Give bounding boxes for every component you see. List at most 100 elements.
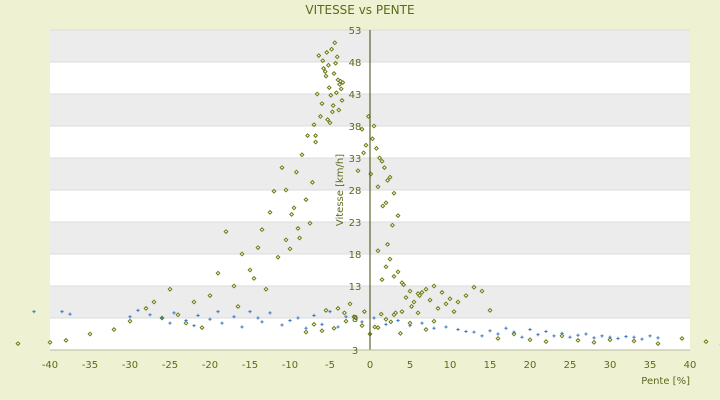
- data-point: [331, 71, 337, 77]
- data-point: [316, 53, 322, 59]
- data-point: [443, 301, 449, 307]
- data-point: [322, 69, 328, 75]
- data-point: [383, 316, 389, 322]
- data-point: [111, 327, 117, 333]
- data-point: [631, 338, 637, 344]
- data-point: [313, 133, 319, 139]
- data-point: [455, 299, 461, 305]
- data-point: [544, 329, 548, 334]
- axes: [50, 30, 690, 351]
- data-point: [325, 62, 331, 68]
- data-point: [314, 91, 320, 97]
- data-point: [527, 337, 533, 343]
- data-point: [151, 299, 157, 305]
- data-point: [372, 324, 378, 330]
- data-point: [136, 308, 140, 312]
- data-point: [329, 46, 335, 52]
- y-tick-label: 43: [349, 90, 362, 101]
- data-point: [411, 299, 417, 305]
- data-point: [383, 264, 389, 270]
- x-tick-labels: -40 -35 -30 -25 -20 -15 -10 -5 0 5 10 15 20 25 30 35 40: [42, 360, 697, 371]
- data-point: [299, 152, 305, 158]
- data-point: [239, 251, 245, 257]
- data-point: [330, 103, 336, 109]
- data-point: [543, 339, 549, 345]
- data-point: [303, 197, 309, 203]
- data-point: [191, 299, 197, 305]
- data-point: [87, 331, 93, 337]
- data-point: [320, 58, 326, 64]
- x-tick-label: 0: [367, 360, 373, 371]
- data-point: [15, 341, 21, 347]
- data-point: [640, 337, 644, 341]
- data-point: [333, 60, 339, 66]
- data-point: [289, 211, 295, 217]
- data-point: [336, 107, 342, 113]
- chart-title: VITESSE vs PENTE: [305, 3, 414, 17]
- data-point: [381, 165, 387, 171]
- data-point: [379, 158, 385, 164]
- data-point: [447, 296, 453, 302]
- x-tick-label: 30: [604, 360, 617, 371]
- data-point: [148, 313, 152, 317]
- y-tick-label: 48: [349, 58, 362, 69]
- data-point: [324, 49, 330, 55]
- x-tick-label: -25: [162, 360, 178, 371]
- y-tick-label: 3: [352, 346, 358, 357]
- data-point: [388, 319, 394, 325]
- data-point: [432, 326, 436, 330]
- data-point: [703, 339, 709, 345]
- data-point: [317, 113, 323, 119]
- data-point: [559, 333, 565, 339]
- data-point: [488, 329, 492, 333]
- data-point: [512, 330, 516, 334]
- data-point: [371, 123, 377, 129]
- data-point: [328, 310, 332, 314]
- data-point: [415, 310, 421, 316]
- data-point: [291, 205, 297, 211]
- x-tick-label: 10: [444, 360, 457, 371]
- data-point: [303, 329, 309, 335]
- data-point: [464, 329, 468, 334]
- data-point: [331, 325, 337, 331]
- data-point: [60, 310, 64, 314]
- data-points: [15, 40, 720, 347]
- data-point: [332, 40, 338, 46]
- data-point: [168, 321, 172, 325]
- data-point: [395, 269, 401, 275]
- data-point: [295, 225, 301, 231]
- data-point: [311, 122, 317, 128]
- data-point: [320, 322, 324, 326]
- data-point: [256, 316, 260, 320]
- data-point: [344, 315, 348, 319]
- data-point: [323, 73, 329, 79]
- data-point: [275, 254, 281, 260]
- data-point: [479, 288, 485, 294]
- data-point: [409, 303, 415, 309]
- data-point: [379, 277, 385, 283]
- data-point: [423, 286, 429, 292]
- data-point: [391, 312, 397, 318]
- data-point: [327, 120, 333, 126]
- data-point: [511, 331, 517, 337]
- x-tick-label: -10: [282, 360, 298, 371]
- data-point: [304, 326, 308, 330]
- data-point: [313, 139, 319, 145]
- data-point: [431, 318, 437, 324]
- data-point: [208, 317, 212, 321]
- data-point: [199, 325, 205, 331]
- data-point: [323, 307, 329, 313]
- data-point: [220, 321, 224, 325]
- data-point: [355, 168, 361, 174]
- data-point: [496, 332, 500, 336]
- data-point: [336, 325, 340, 329]
- data-point: [403, 295, 409, 301]
- data-point: [552, 334, 556, 338]
- data-point: [260, 320, 264, 324]
- data-point: [223, 229, 229, 235]
- data-point: [309, 179, 315, 185]
- data-point: [160, 316, 164, 320]
- x-tick-label: -20: [202, 360, 218, 371]
